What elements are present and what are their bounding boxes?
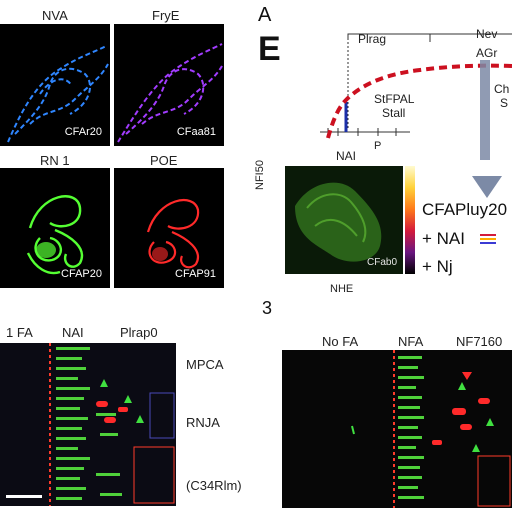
bottom-right-svg xyxy=(351,350,511,508)
agr-label: AGr xyxy=(476,46,498,60)
green-bar-stack xyxy=(56,347,90,500)
micrograph-panel-red: CFAP91 xyxy=(114,168,224,288)
green-bar-stack-bottom-right xyxy=(398,356,424,499)
small-green-mark xyxy=(351,425,355,435)
heatmap-caption: CFab0 xyxy=(366,257,397,268)
heatmap-svg xyxy=(295,182,382,262)
micrograph-header-3: RN 1 xyxy=(40,153,70,168)
heatmap-panel: CFab0 xyxy=(285,166,403,274)
bottom-left-col-2: NAI xyxy=(62,325,84,340)
bottom-right-image xyxy=(282,350,512,508)
micrograph-green-structure xyxy=(26,195,84,275)
curve-label-line-2: Stall xyxy=(382,106,406,120)
heatmap-colorbar xyxy=(405,166,415,274)
x-tick-label-left: NAI xyxy=(336,149,357,163)
heatmap-x-label: NHE xyxy=(330,283,354,295)
micrograph-header-1: NVA xyxy=(42,8,68,23)
green-triangles-right xyxy=(458,382,494,452)
bottom-left-col-3: Plrap0 xyxy=(120,325,158,340)
scale-bar xyxy=(6,495,42,498)
heatmap-ridge-1 xyxy=(306,193,367,243)
micrograph-blue-structure xyxy=(7,45,109,143)
inset-box-blue xyxy=(149,392,175,439)
bottom-left-col-1: 1 FA xyxy=(6,325,33,340)
bottom-left-svg xyxy=(6,343,175,506)
inset-box-red xyxy=(133,446,175,504)
micrograph-caption-3: CFAP20 xyxy=(61,268,102,280)
down-arrow-shaft xyxy=(480,60,490,160)
heatmap-ridge-2 xyxy=(314,218,358,237)
inset-box-red-right xyxy=(477,455,511,507)
red-capsules xyxy=(96,401,128,423)
heatmap-y-label: NFI50 xyxy=(254,160,266,190)
micrograph-panel-blue: CFAr20 xyxy=(0,24,110,146)
bottom-right-col-1: No FA xyxy=(322,334,359,349)
bottom-left-row-1: MPCA xyxy=(186,357,224,372)
bottom-right-col-2: NFA xyxy=(398,334,424,349)
micrograph-header-2: FryE xyxy=(152,8,180,23)
green-triangles xyxy=(100,379,144,423)
bottom-left-row-2: RNJA xyxy=(186,415,220,430)
bottom-left-image xyxy=(0,343,176,506)
curve-plot xyxy=(300,20,512,160)
micrograph-caption-2: CFaa81 xyxy=(176,126,216,138)
micrograph-red-structure xyxy=(146,199,200,269)
curve-label-line-1: StFPAL xyxy=(374,92,415,106)
legend-item-1: + NAI xyxy=(422,229,465,248)
cropped-label-line-1: Ch xyxy=(494,82,510,96)
micrograph-purple-structure xyxy=(117,43,223,143)
saturation-curve xyxy=(326,63,512,139)
legend-item-2: + Nj xyxy=(422,257,453,276)
panel-letter-3: 3 xyxy=(262,298,273,318)
bottom-left-row-3: (C34Rlm) xyxy=(186,478,242,493)
legend-swatch-lines xyxy=(480,234,496,246)
red-capsules-right xyxy=(432,372,490,445)
bottom-right-col-3: NF7160 xyxy=(456,334,503,349)
cropped-label-line-2: S xyxy=(500,96,509,110)
micrograph-header-4: POE xyxy=(150,153,178,168)
green-bar-stack-right xyxy=(96,413,122,496)
micrograph-caption-1: CFAr20 xyxy=(64,126,102,138)
panel-sublabel-E: E xyxy=(258,30,281,68)
panel-letter-A: A xyxy=(258,4,272,26)
x-axis-ticks xyxy=(327,128,397,136)
micrograph-caption-4: CFAP91 xyxy=(175,268,216,280)
micrograph-panel-purple: CFaa81 xyxy=(114,24,224,146)
x-tick-label-right: P xyxy=(374,140,382,152)
curve-plot-svg xyxy=(320,33,512,160)
down-arrow-head xyxy=(472,176,502,198)
top-left-label: Plrag xyxy=(358,32,387,46)
legend-title: CFAPluy20 xyxy=(422,200,508,219)
micrograph-panel-green: CFAP20 xyxy=(0,168,110,288)
top-right-label: Nev xyxy=(476,27,498,41)
bracket-left-line xyxy=(347,33,404,40)
